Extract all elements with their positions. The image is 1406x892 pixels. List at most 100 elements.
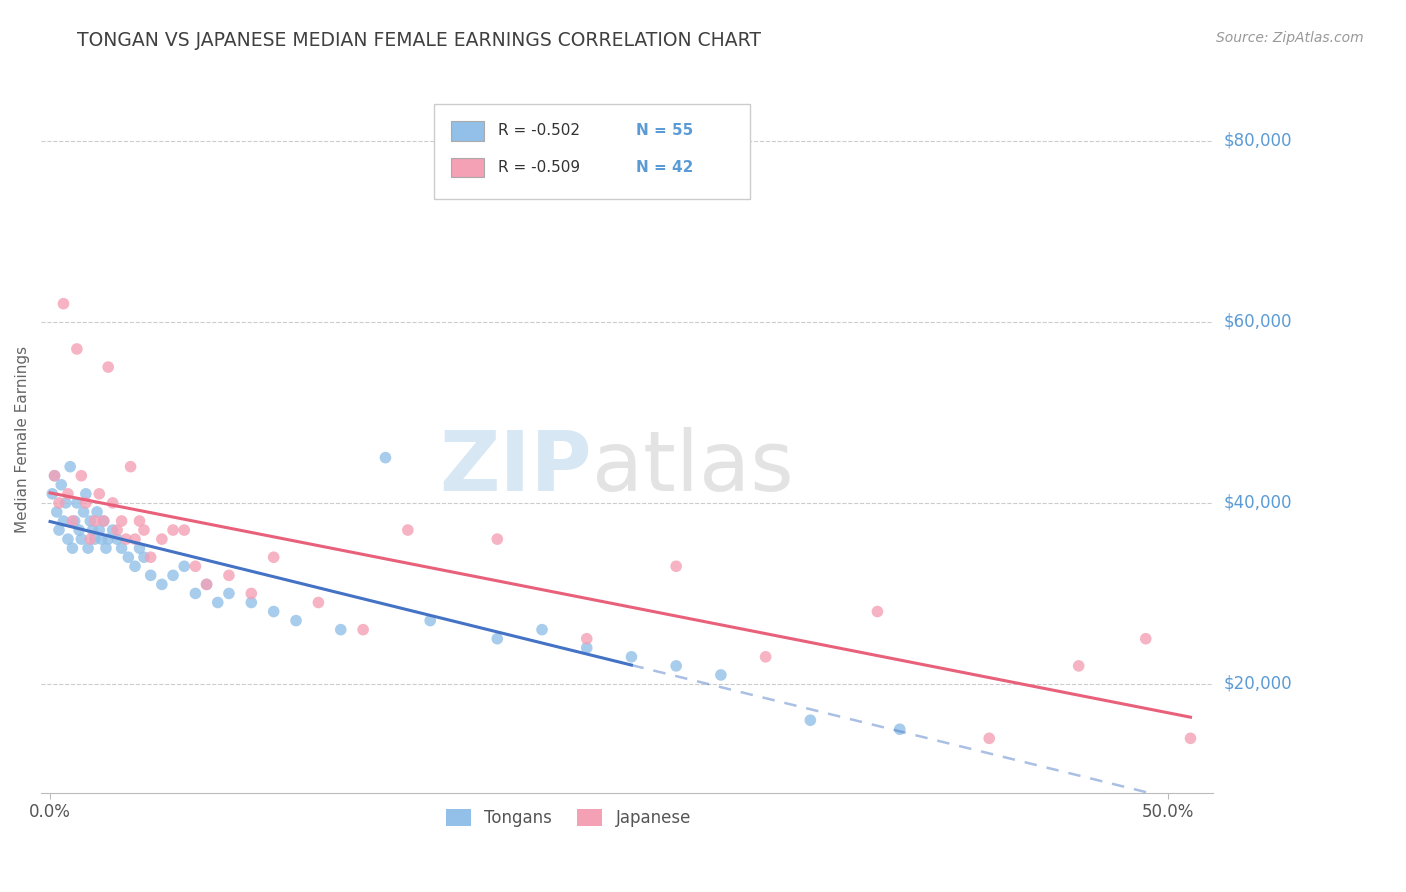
Point — [263, 605, 285, 619]
Point — [75, 487, 97, 501]
Point — [41, 487, 63, 501]
Point — [66, 342, 89, 356]
Point — [77, 541, 100, 556]
Point — [162, 568, 184, 582]
Text: N = 55: N = 55 — [637, 123, 693, 138]
Point — [83, 514, 105, 528]
Point — [530, 623, 553, 637]
Point — [67, 523, 90, 537]
Point — [575, 640, 598, 655]
Point — [115, 532, 138, 546]
Point — [128, 514, 150, 528]
Point — [94, 541, 117, 556]
Point — [263, 550, 285, 565]
Text: $60,000: $60,000 — [1225, 313, 1292, 331]
Point — [70, 532, 93, 546]
Point — [90, 532, 112, 546]
Point — [665, 659, 688, 673]
Point — [184, 559, 207, 574]
Point — [240, 586, 263, 600]
Point — [45, 505, 67, 519]
Point — [486, 532, 509, 546]
Point — [52, 296, 75, 310]
FancyBboxPatch shape — [433, 104, 749, 200]
Point — [79, 514, 101, 528]
Point — [82, 523, 104, 537]
Text: Source: ZipAtlas.com: Source: ZipAtlas.com — [1216, 31, 1364, 45]
Point — [79, 532, 101, 546]
Text: $20,000: $20,000 — [1225, 675, 1292, 693]
Point — [117, 550, 139, 565]
Point — [665, 559, 688, 574]
Point — [105, 532, 128, 546]
Bar — [451, 121, 484, 141]
Point — [799, 713, 821, 727]
Point — [132, 550, 155, 565]
Point — [240, 595, 263, 609]
Point — [128, 541, 150, 556]
Point — [48, 496, 70, 510]
Point — [62, 514, 84, 528]
Y-axis label: Median Female Earnings: Median Female Earnings — [15, 346, 30, 533]
Text: ZIP: ZIP — [439, 427, 592, 508]
Point — [89, 487, 111, 501]
Point — [97, 532, 120, 546]
Point — [72, 505, 94, 519]
Point — [329, 623, 352, 637]
Point — [195, 577, 218, 591]
Point — [70, 468, 93, 483]
Text: R = -0.509: R = -0.509 — [498, 160, 581, 175]
Point — [150, 577, 173, 591]
Point — [195, 577, 218, 591]
Point — [62, 541, 84, 556]
Point — [218, 568, 240, 582]
Point — [75, 496, 97, 510]
Point — [173, 523, 195, 537]
Point — [89, 523, 111, 537]
Text: R = -0.502: R = -0.502 — [498, 123, 581, 138]
Point — [110, 541, 132, 556]
Bar — [451, 158, 484, 178]
Point — [93, 514, 115, 528]
Text: atlas: atlas — [592, 427, 793, 508]
Text: $40,000: $40,000 — [1225, 494, 1292, 512]
Point — [1135, 632, 1157, 646]
Point — [44, 468, 66, 483]
Point — [124, 532, 146, 546]
Point — [374, 450, 396, 465]
Point — [105, 523, 128, 537]
Text: N = 42: N = 42 — [637, 160, 693, 175]
Point — [66, 496, 89, 510]
Point — [755, 649, 778, 664]
Point — [101, 523, 124, 537]
Point — [139, 568, 162, 582]
Point — [86, 505, 108, 519]
Point — [1067, 659, 1090, 673]
Point — [110, 514, 132, 528]
Point — [396, 523, 419, 537]
Point — [889, 723, 911, 737]
Point — [48, 523, 70, 537]
Point — [139, 550, 162, 565]
Point — [173, 559, 195, 574]
Point — [307, 595, 329, 609]
Point — [352, 623, 374, 637]
Point — [710, 668, 733, 682]
Point — [101, 496, 124, 510]
Point — [132, 523, 155, 537]
Point — [866, 605, 889, 619]
Legend: Tongans, Japanese: Tongans, Japanese — [439, 802, 697, 834]
Point — [150, 532, 173, 546]
Point — [620, 649, 643, 664]
Point — [59, 459, 82, 474]
Point — [979, 731, 1001, 746]
Point — [44, 468, 66, 483]
Text: $80,000: $80,000 — [1225, 132, 1292, 150]
Point — [83, 532, 105, 546]
Point — [184, 586, 207, 600]
Point — [56, 532, 79, 546]
Point — [124, 559, 146, 574]
Point — [55, 496, 77, 510]
Point — [207, 595, 229, 609]
Point — [56, 487, 79, 501]
